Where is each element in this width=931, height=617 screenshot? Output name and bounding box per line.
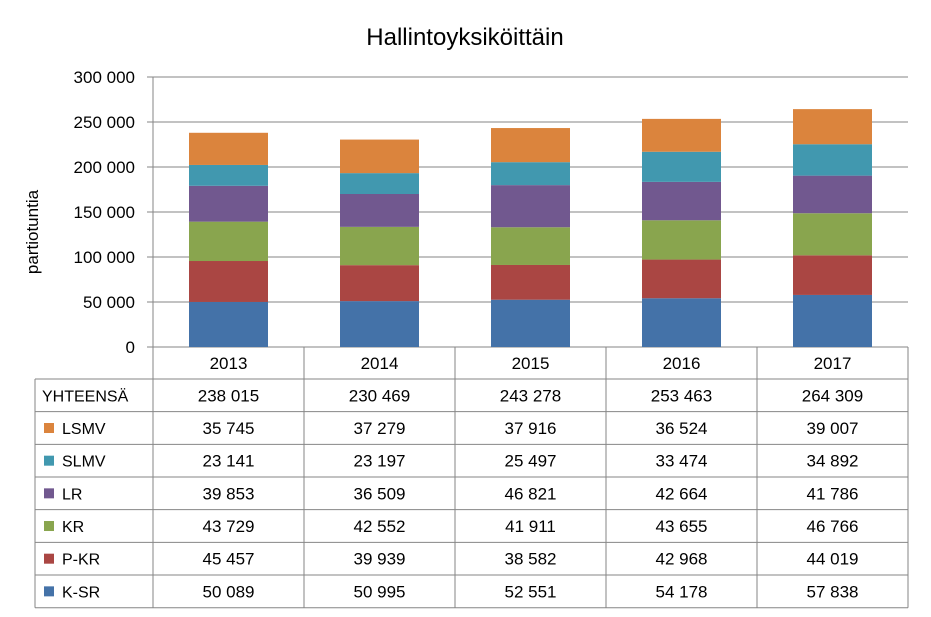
table-cell-value: 25 497 (505, 452, 557, 471)
table-cell-value: 46 821 (505, 484, 557, 503)
x-tick-label: 2015 (512, 354, 550, 373)
table-cell-value: 41 911 (505, 517, 556, 536)
bar-segment-slmv (642, 151, 721, 182)
legend-label: P-KR (62, 552, 100, 569)
table-cell-value: 33 474 (656, 452, 708, 471)
bar-segment-slmv (491, 162, 570, 186)
bar-segment-k-sr (642, 298, 721, 347)
x-tick-label: 2014 (361, 354, 399, 373)
legend-swatch-lsmv (44, 423, 54, 434)
y-axis-ticks: 0 50 000 100 000 150 000 200 000 250 000 300 0… (74, 68, 135, 357)
table-cell-value: 230 469 (349, 386, 410, 405)
legend-label: KR (62, 519, 84, 536)
bar-segment-lsmv (189, 132, 268, 165)
bar-segment-lr (340, 194, 419, 227)
table-cell-value: 57 838 (807, 582, 859, 601)
table-cell-value: 37 279 (354, 419, 406, 438)
bar-segment-lr (642, 181, 721, 221)
legend-swatch-p-kr (44, 553, 54, 564)
y-tick-label: 0 (126, 338, 135, 357)
table-cell-value: 54 178 (656, 582, 708, 601)
bar-segment-lsmv (793, 109, 872, 145)
bar-segment-lr (189, 185, 268, 222)
x-tick-label: 2013 (210, 354, 248, 373)
bar-segment-kr (189, 221, 268, 262)
bar-segment-kr (340, 226, 419, 266)
table-cell-value: 243 278 (500, 386, 561, 405)
bar-segment-p-kr (793, 255, 872, 295)
bar-segment-slmv (793, 144, 872, 176)
table-cell-value: 34 892 (807, 452, 859, 471)
table-cell-value: 253 463 (651, 386, 712, 405)
table-cell-value: 39 939 (354, 550, 406, 569)
table-cell-value: 38 582 (505, 550, 557, 569)
legend-swatch-slmv (44, 455, 54, 466)
bar-segment-kr (491, 227, 570, 265)
legend-swatch-k-sr (44, 586, 54, 597)
bar-segment-p-kr (189, 261, 268, 302)
table-cell-value: 46 766 (807, 517, 859, 536)
bar-segment-slmv (189, 164, 268, 186)
bar-segment-k-sr (491, 299, 570, 347)
bar-segment-slmv (340, 173, 419, 195)
bar-segment-lr (491, 185, 570, 228)
table-cell-value: 43 729 (203, 517, 255, 536)
table-cell-value: 42 968 (656, 550, 708, 569)
data-table: 2013 2014 2015 2016 2017 YHTEENSÄ 238 015 230 4… (34, 347, 909, 609)
y-tick-label: 50 000 (83, 293, 135, 312)
table-cell-value: 264 309 (802, 386, 863, 405)
bar-segment-kr (642, 220, 721, 260)
bar-segment-lsmv (642, 118, 721, 152)
table-cell-value: 23 141 (203, 452, 255, 471)
totals-label: YHTEENSÄ (42, 387, 129, 405)
legend-label: SLMV (62, 454, 106, 471)
table-cell-value: 50 089 (203, 582, 255, 601)
table-cell-value: 37 916 (505, 419, 557, 438)
bar-segment-p-kr (340, 265, 419, 302)
table-cell-value: 43 655 (656, 517, 708, 536)
chart-title: Hallintoyksiköittäin (366, 24, 563, 51)
y-tick-label: 250 000 (74, 113, 135, 132)
legend-label: LR (62, 486, 82, 503)
y-tick-label: 300 000 (74, 68, 135, 87)
table-cell-value: 41 786 (807, 484, 859, 503)
y-axis-label: partiotuntia (23, 189, 42, 274)
table-cell-value: 23 197 (354, 452, 406, 471)
table-cell-value: 50 995 (354, 582, 406, 601)
legend-swatch-lr (44, 488, 54, 499)
x-tick-label: 2017 (814, 354, 852, 373)
bar-segment-p-kr (642, 259, 721, 299)
bar-segment-p-kr (491, 264, 570, 300)
legend-label: LSMV (62, 421, 106, 438)
bar-segment-k-sr (793, 294, 872, 347)
x-tick-label: 2016 (663, 354, 701, 373)
y-tick-label: 100 000 (74, 248, 135, 267)
y-tick-label: 150 000 (74, 203, 135, 222)
table-cell-value: 52 551 (505, 582, 557, 601)
table-cell-value: 44 019 (807, 550, 859, 569)
y-tick-label: 200 000 (74, 158, 135, 177)
table-cell-value: 45 457 (203, 550, 255, 569)
bar-segment-lsmv (340, 139, 419, 174)
bar-segment-kr (793, 213, 872, 256)
table-cell-value: 39 007 (807, 419, 859, 438)
table-cell-value: 36 524 (656, 419, 708, 438)
bar-segment-k-sr (340, 301, 419, 347)
table-cell-value: 35 745 (203, 419, 255, 438)
table-cell-value: 42 552 (354, 517, 406, 536)
legend-swatch-kr (44, 521, 54, 532)
legend-label: K-SR (62, 584, 100, 601)
table-cell-value: 238 015 (198, 386, 259, 405)
table-cell-value: 39 853 (203, 484, 255, 503)
bar-segment-lr (793, 175, 872, 214)
table-cell-value: 42 664 (656, 484, 708, 503)
bars (189, 109, 872, 347)
table-cell-value: 36 509 (354, 484, 406, 503)
bar-segment-lsmv (491, 128, 570, 163)
bar-segment-k-sr (189, 301, 268, 347)
